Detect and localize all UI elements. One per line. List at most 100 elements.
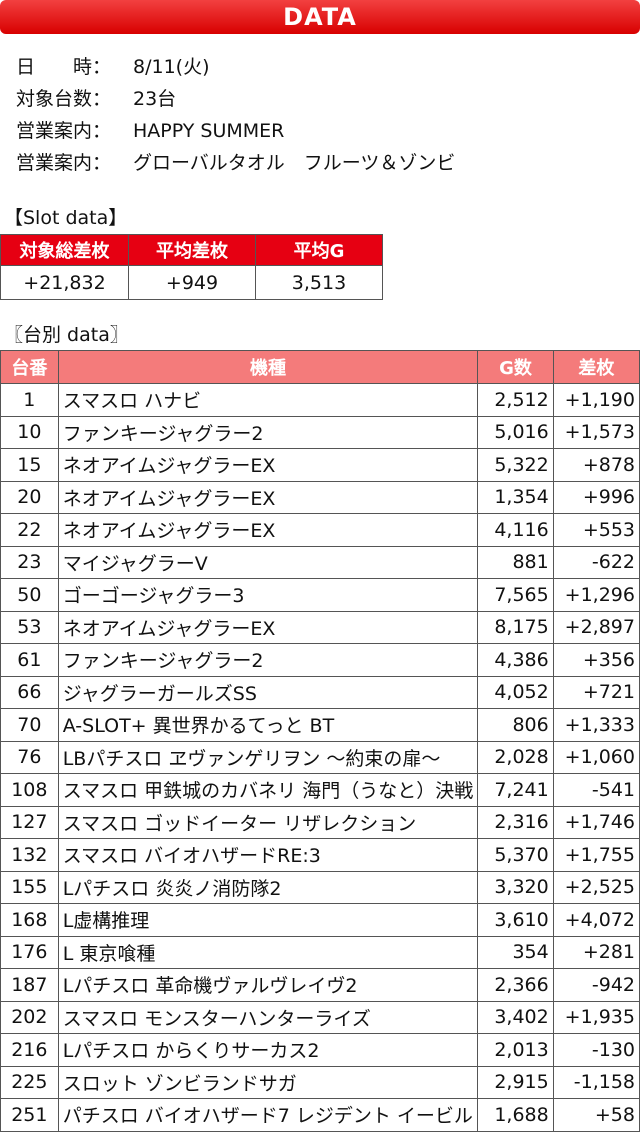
info-row: 営業案内： HAPPY SUMMER [16,117,284,145]
table-row: 10 ファンキージャグラー2 5,016 +1,573 [0,415,640,449]
table-cell: 132 [0,838,59,872]
table-cell: 251 [0,1098,59,1132]
header-cell: 差枚 [552,350,640,384]
table-cell: 881 [477,545,554,579]
table-cell: スマスロ バイオハザードRE:3 [57,838,479,872]
table-row: 50 ゴーゴージャグラー3 7,565 +1,296 [0,578,640,612]
table-row: 22 ネオアイムジャグラーEX 4,116 +553 [0,513,640,547]
table-cell: 53 [0,610,59,644]
table-cell: ネオアイムジャグラーEX [57,480,479,514]
table-cell: -1,158 [552,1065,640,1099]
table-cell: +281 [552,935,640,969]
table-cell: +1,746 [552,805,640,839]
table-cell: 354 [477,935,554,969]
table-cell: ジャグラーガールズSS [57,675,479,709]
info-row: 日 時： 8/11(火) [16,53,210,81]
table-cell: 127 [0,805,59,839]
table-cell: L 東京喰種 [57,935,479,969]
table-row: 20 ネオアイムジャグラーEX 1,354 +996 [0,480,640,514]
table-row: 70 A-SLOT+ 異世界かるてっと BT 806 +1,333 [0,708,640,742]
table-cell: 66 [0,675,59,709]
info-label: 対象台数： [16,88,112,110]
table-cell: +553 [552,513,640,547]
info-label: 日 時： [16,56,112,78]
table-row: 187 Lパチスロ 革命機ヴァルヴレイヴ2 2,366 -942 [0,968,640,1002]
table-cell: 108 [0,773,59,807]
table-row: 132 スマスロ バイオハザードRE:3 5,370 +1,755 [0,838,640,872]
table-cell: ファンキージャグラー2 [57,643,479,677]
table-row: 108 スマスロ 甲鉄城のカバネリ 海門（うなと）決戦 7,241 -541 [0,773,640,807]
slot-table: 対象総差枚 平均差枚 平均G +21,832 +949 3,513 [0,234,383,300]
header-cell: 平均差枚 [128,234,256,266]
section-title: 〖台別 data〗 [4,324,129,346]
machine-table: 台番 機種 G数 差枚 1 スマスロ ハナビ 2,512 +1,190 10 ファンキージャグラー… [0,350,640,1132]
table-cell: +878 [552,448,640,482]
table-cell: 2,028 [477,740,554,774]
table-cell: L虚構推理 [57,903,479,937]
header-title: DATA [0,0,640,34]
table-row: 251 パチスロ バイオハザード7 レジデント イービル 1,688 +58 [0,1098,640,1132]
header-cell: 対象総差枚 [0,234,129,266]
header-cell: G数 [477,350,554,384]
section-title: 【Slot data】 [4,207,128,229]
table-cell: +2,897 [552,610,640,644]
table-cell: 22 [0,513,59,547]
table-cell: +1,333 [552,708,640,742]
table-cell: 176 [0,935,59,969]
info-row: 営業案内： グローバルタオル フルーツ＆ゾンビ [16,149,455,177]
table-cell: +721 [552,675,640,709]
table-cell: 5,016 [477,415,554,449]
table-row: 168 L虚構推理 3,610 +4,072 [0,903,640,937]
table-cell: 1,688 [477,1098,554,1132]
table-cell: +1,190 [552,383,640,417]
table-cell: 2,915 [477,1065,554,1099]
table-cell: 76 [0,740,59,774]
table-cell: 168 [0,903,59,937]
table-cell: スマスロ モンスターハンターライズ [57,1000,479,1034]
table-cell: +1,755 [552,838,640,872]
table-cell: ネオアイムジャグラーEX [57,448,479,482]
table-cell: +1,060 [552,740,640,774]
table-row: 76 LBパチスロ ヱヴァンゲリヲン ～約束の扉～ 2,028 +1,060 [0,740,640,774]
header-row: 台番 機種 G数 差枚 [0,350,640,384]
table-cell: +58 [552,1098,640,1132]
table-cell: 2,366 [477,968,554,1002]
header-row: 対象総差枚 平均差枚 平均G [0,234,383,266]
table-cell: +356 [552,643,640,677]
table-cell: A-SLOT+ 異世界かるてっと BT [57,708,479,742]
table-cell: +2,525 [552,870,640,904]
table-row: 61 ファンキージャグラー2 4,386 +356 [0,643,640,677]
table-cell: 10 [0,415,59,449]
header-cell: 台番 [0,350,59,384]
table-cell: 3,402 [477,1000,554,1034]
table-cell: -942 [552,968,640,1002]
table-cell: 1,354 [477,480,554,514]
table-cell: 3,320 [477,870,554,904]
header-cell: 機種 [57,350,479,384]
table-row: 216 Lパチスロ からくりサーカス2 2,013 -130 [0,1033,640,1067]
table-cell: 806 [477,708,554,742]
table-row: 202 スマスロ モンスターハンターライズ 3,402 +1,935 [0,1000,640,1034]
table-cell: パチスロ バイオハザード7 レジデント イービル [57,1098,479,1132]
table-cell: 1 [0,383,59,417]
table-cell: 2,316 [477,805,554,839]
table-cell: 23 [0,545,59,579]
table-cell: 5,370 [477,838,554,872]
table-cell: スロット ゾンビランドサガ [57,1065,479,1099]
info-value: グローバルタオル フルーツ＆ゾンビ [133,152,456,174]
table-row: 176 L 東京喰種 354 +281 [0,935,640,969]
table-row: 155 Lパチスロ 炎炎ノ消防隊2 3,320 +2,525 [0,870,640,904]
header-cell: 平均G [255,234,383,266]
table-cell: マイジャグラーV [57,545,479,579]
table-cell: 8,175 [477,610,554,644]
table-cell: ネオアイムジャグラーEX [57,610,479,644]
table-cell: ネオアイムジャグラーEX [57,513,479,547]
table-cell: 20 [0,480,59,514]
table-cell: Lパチスロ 炎炎ノ消防隊2 [57,870,479,904]
info-label: 営業案内： [16,152,112,174]
info-value: HAPPY SUMMER [133,120,285,142]
table-cell: スマスロ 甲鉄城のカバネリ 海門（うなと）決戦 [57,773,479,807]
table-cell: 4,052 [477,675,554,709]
table-cell: 216 [0,1033,59,1067]
